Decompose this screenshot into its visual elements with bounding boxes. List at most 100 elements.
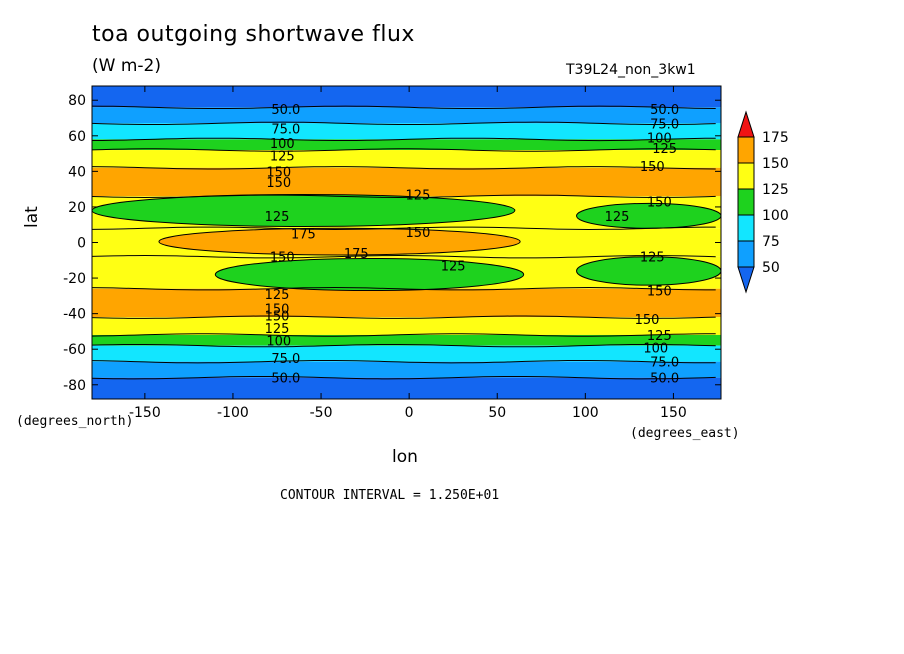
contour-label: 150 (640, 160, 665, 175)
colorbar-swatch (737, 240, 755, 268)
x-units-label: (degrees_east) (630, 426, 740, 441)
contour-line (92, 360, 716, 364)
y-tick-label: -40 (63, 307, 86, 323)
band-75-100 (92, 123, 721, 140)
contour-label: 150 (635, 313, 660, 328)
band-50-75 (92, 361, 721, 378)
heatmap-fill (92, 86, 721, 399)
contour-label: 125 (265, 210, 290, 225)
contour-label: 150 (266, 176, 291, 191)
contour-line (92, 105, 716, 109)
x-tick-label: -100 (217, 405, 249, 421)
contour-line (92, 194, 716, 199)
colorbar-swatch (737, 136, 755, 164)
contour-line (92, 226, 716, 231)
contour-lines (92, 105, 716, 380)
colorbar-swatch (737, 162, 755, 190)
contour-label: 125 (640, 251, 665, 266)
band-lt50 (92, 86, 721, 108)
contour-label: 150 (265, 302, 290, 317)
contour-line (92, 376, 716, 380)
band-75-100 (92, 345, 721, 362)
contour-label: 75.0 (271, 123, 300, 138)
y-tick-label: -20 (63, 271, 86, 287)
run-label: T39L24_non_3kw1 (566, 62, 696, 78)
contour-label: 125 (647, 329, 672, 344)
contour-label: 100 (266, 334, 291, 349)
contour-interval-note: CONTOUR INTERVAL = 1.250E+01 (280, 488, 500, 503)
contour-label: 125 (406, 188, 431, 203)
contour-line (92, 137, 716, 142)
chart-units: (W m-2) (92, 56, 161, 76)
band-150-175 (92, 288, 721, 318)
band-lt50 (92, 377, 721, 399)
y-tick-label: 20 (68, 200, 86, 216)
colorbar-label: 100 (762, 208, 789, 224)
colorbar-bottom-arrow (737, 266, 755, 294)
contour-label: 150 (266, 165, 291, 180)
colorbar: 175 150 125 100 75 50 (737, 110, 789, 294)
feature-equatorial-ring (158, 227, 521, 256)
contour-label: 75.0 (650, 117, 679, 132)
band-100-125 (92, 334, 721, 346)
contour-label: 150 (647, 196, 672, 211)
contour-label: 175 (291, 228, 316, 243)
colorbar-label: 75 (762, 234, 780, 250)
contour-label: 125 (265, 288, 290, 303)
x-tick-label: -150 (129, 405, 161, 421)
contour-line (92, 344, 716, 348)
contour-label: 175 (344, 247, 369, 262)
band-50-75 (92, 107, 721, 124)
feature-south-green-belt (214, 258, 525, 292)
y-units-label: (degrees_north) (16, 414, 134, 429)
contour-line (92, 315, 716, 319)
x-tick-label: 100 (572, 405, 599, 421)
y-tick-label: 0 (77, 236, 86, 252)
contour-label: 150 (406, 226, 431, 241)
contour-label: 125 (441, 260, 466, 275)
colorbar-swatch (737, 188, 755, 216)
x-tick-label: 150 (660, 405, 687, 421)
contour-line (92, 333, 716, 337)
x-tick-label: 50 (488, 405, 506, 421)
y-tick-label: -60 (63, 342, 86, 358)
x-tick-label: -50 (310, 405, 333, 421)
x-tick-label: 0 (405, 405, 414, 421)
colorbar-label: 50 (762, 260, 780, 276)
x-axis-label: lon (392, 447, 418, 467)
band-150-175 (92, 167, 721, 197)
contour-label: 150 (265, 309, 290, 324)
contour-label: 75.0 (650, 356, 679, 371)
contour-label: 150 (270, 251, 295, 266)
contour-label: 125 (652, 142, 677, 157)
contour-line (92, 166, 716, 170)
colorbar-top-arrow (737, 110, 755, 138)
contour-label: 100 (643, 341, 668, 356)
band-125-150 (92, 150, 721, 168)
y-tick-label: 60 (68, 129, 86, 145)
contour-label: 100 (647, 132, 672, 147)
colorbar-swatch (737, 214, 755, 242)
contour-label: 125 (270, 149, 295, 164)
colorbar-label: 125 (762, 182, 789, 198)
feature-north-green-belt (92, 193, 516, 227)
y-tick-label: -80 (63, 378, 86, 394)
contour-label: 50.0 (271, 103, 300, 118)
contour-label: 125 (265, 322, 290, 337)
axes: -150 -100 -50 0 50 100 150 80 60 40 20 0 -20 -40 -60 -8… (63, 86, 721, 421)
contour-label: 125 (605, 210, 630, 225)
colorbar-label: 150 (762, 156, 789, 172)
contour-label: 150 (647, 285, 672, 300)
chart-title: toa outgoing shortwave flux (92, 22, 415, 47)
feature-south-green-east (576, 256, 721, 286)
contour-label: 75.0 (271, 352, 300, 367)
contour-label: 50.0 (650, 372, 679, 387)
contour-label: 50.0 (271, 372, 300, 387)
y-tick-label: 80 (68, 93, 86, 109)
contour-line (92, 121, 716, 125)
contour-label: 50.0 (650, 103, 679, 118)
y-tick-label: 40 (68, 164, 86, 180)
colorbar-label: 175 (762, 130, 789, 146)
contour-line (92, 254, 716, 259)
